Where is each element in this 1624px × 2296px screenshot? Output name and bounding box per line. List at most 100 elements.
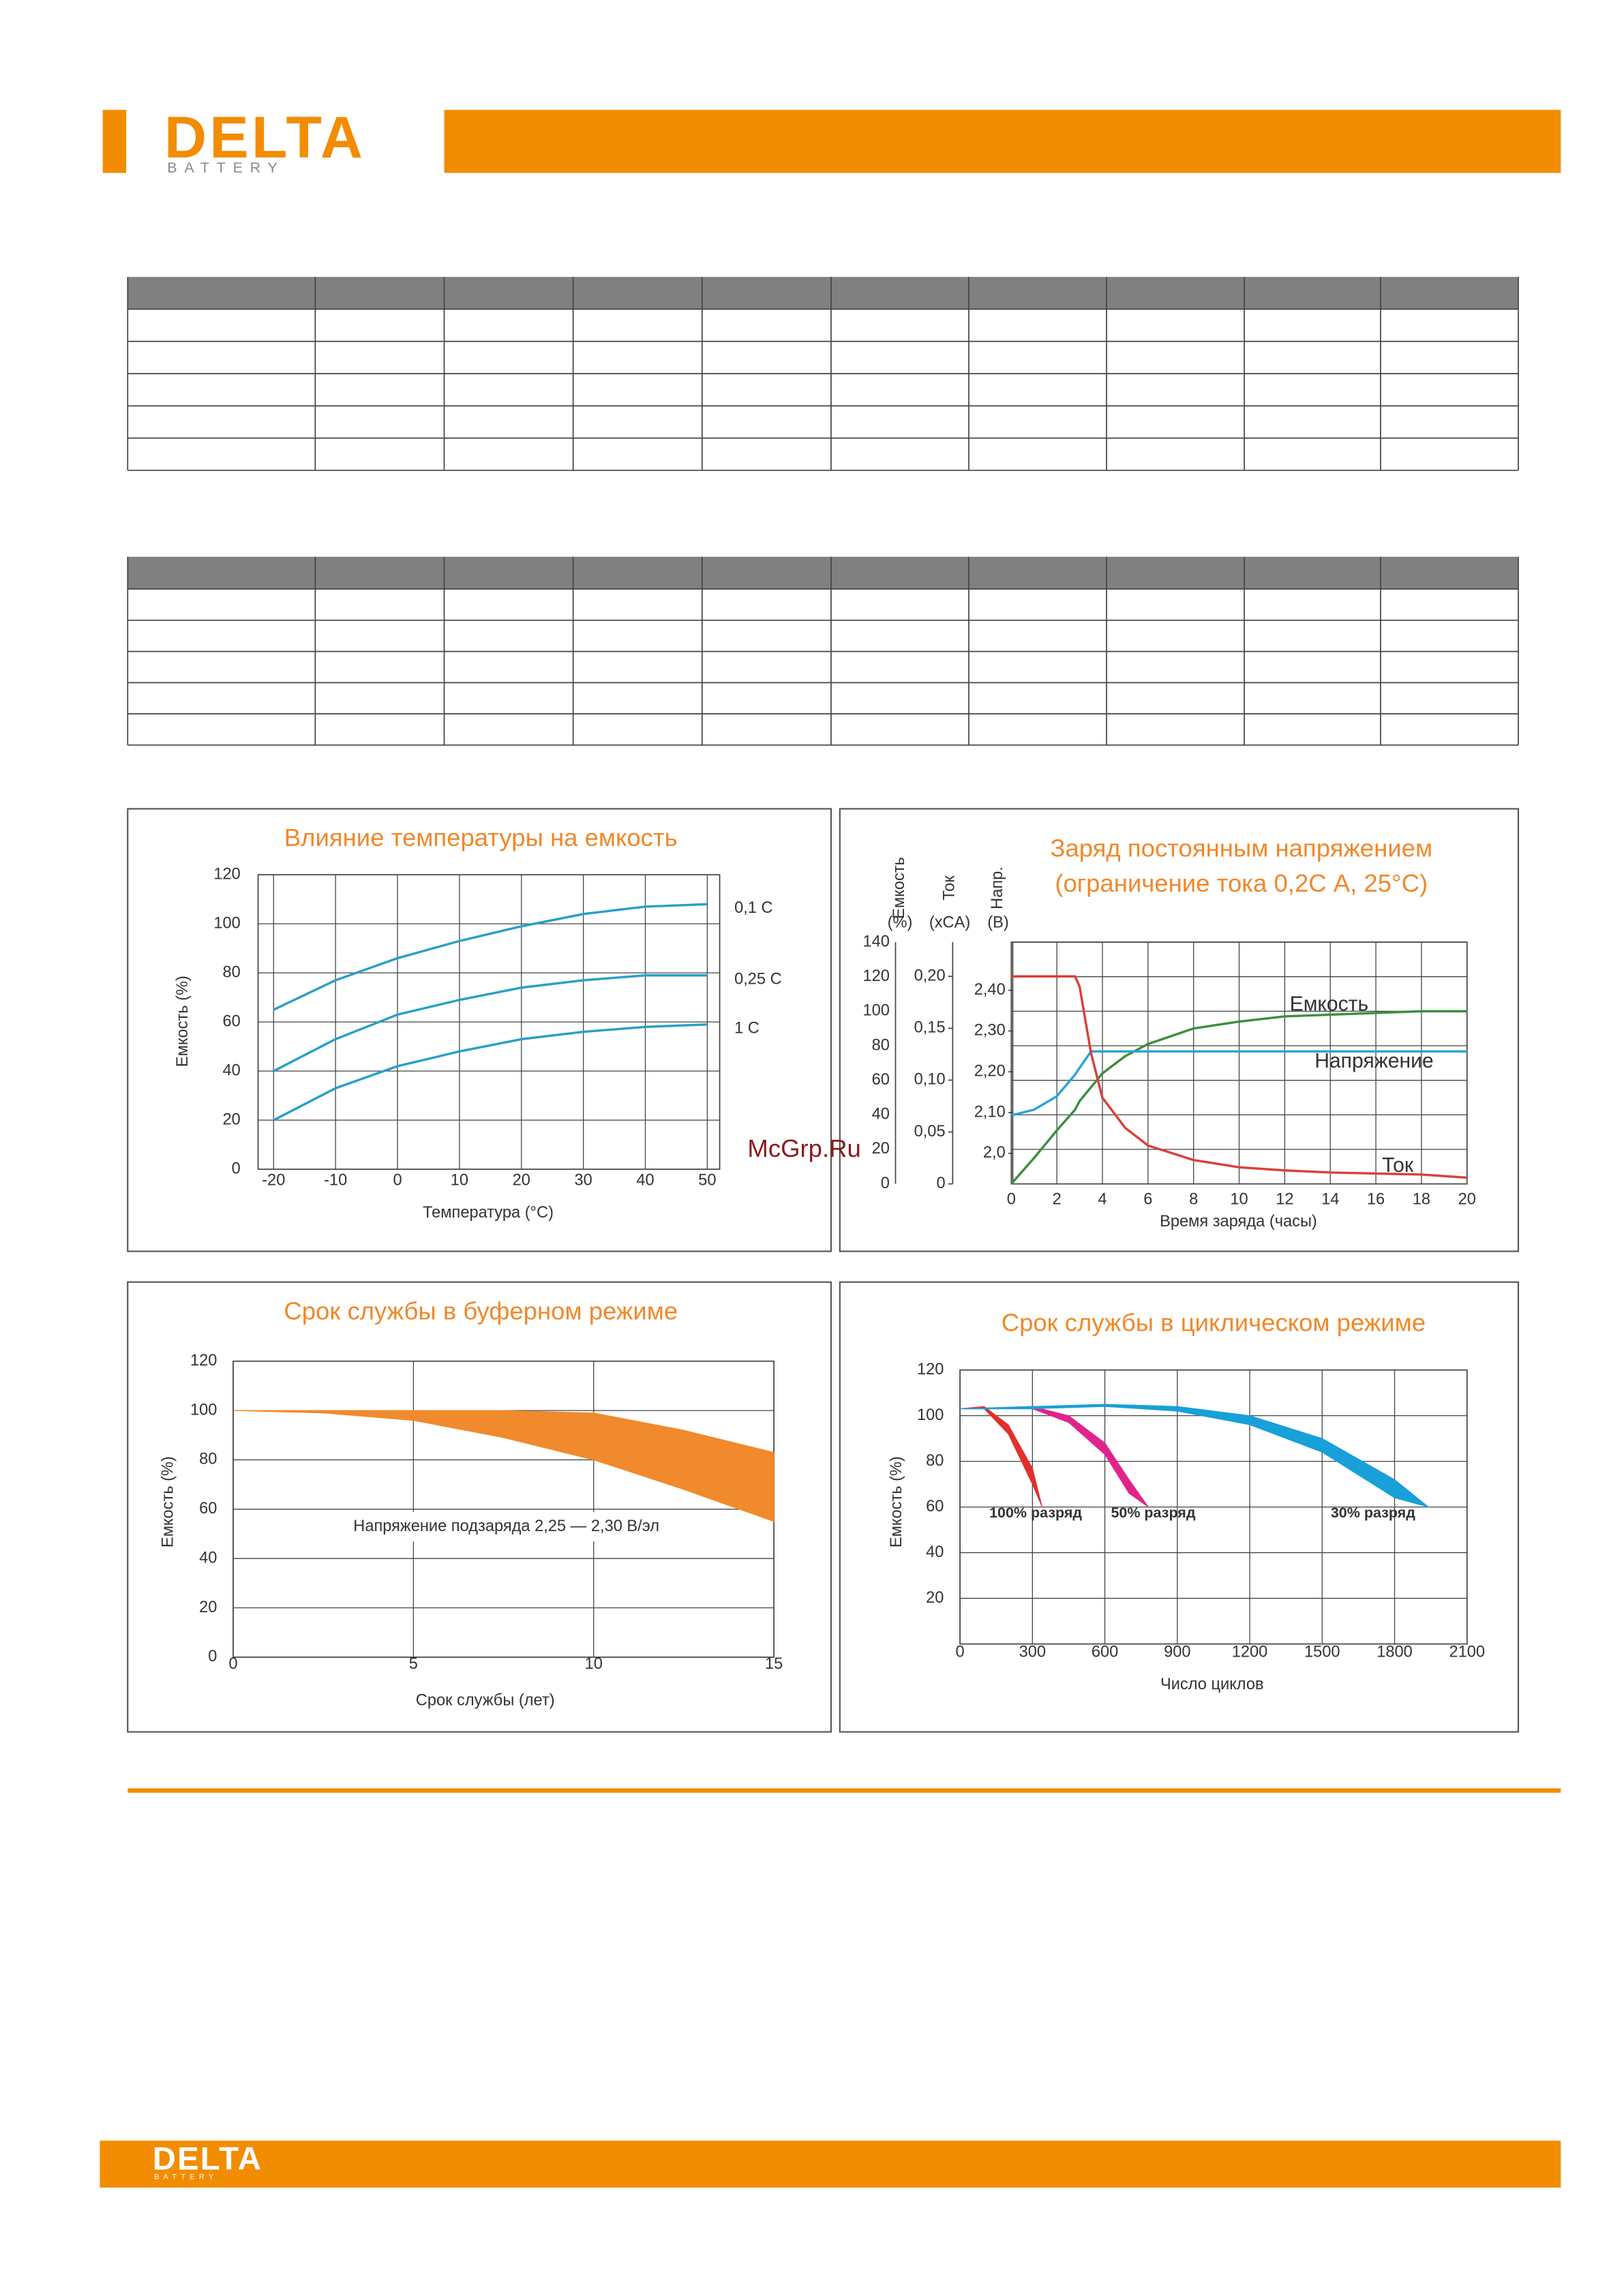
series-label: Напряжение [1314, 1050, 1433, 1072]
x-axis-title: Число циклов [1160, 1676, 1264, 1693]
x-tick-label: 30 [575, 1172, 592, 1190]
y-tick-label: 60 [872, 1071, 890, 1089]
y-tick-label: 80 [199, 1451, 217, 1468]
x-tick-label: 14 [1321, 1191, 1339, 1209]
axis-title: Емкость [890, 857, 908, 919]
y-tick-label: 2,20 [974, 1062, 1006, 1080]
x-tick-label: 16 [1367, 1191, 1385, 1209]
y-tick-label: 120 [213, 865, 240, 883]
y-tick-label: 2,0 [983, 1144, 1006, 1162]
x-tick-label: 900 [1164, 1644, 1190, 1661]
x-tick-label: 18 [1413, 1191, 1430, 1209]
y-axis-title: Емкость (%) [888, 1456, 905, 1547]
line [273, 1023, 708, 1121]
y-tick-label: 120 [917, 1361, 944, 1378]
footer-logo: DELTA [153, 2141, 262, 2177]
series-label: 1 C [734, 1019, 760, 1037]
band [232, 1410, 775, 1522]
panel [839, 808, 1520, 1252]
band [960, 1406, 1149, 1508]
x-tick-label: -20 [262, 1172, 285, 1190]
x-axis-title: Температура (°С) [423, 1204, 554, 1222]
line [1010, 1050, 1467, 1117]
y-tick-label: 80 [872, 1036, 890, 1054]
x-tick-label: 300 [1019, 1644, 1046, 1661]
x-tick-label: 5 [409, 1655, 418, 1673]
axis-title: Ток [940, 875, 958, 901]
x-tick-label: 0 [1007, 1191, 1016, 1209]
x-tick-label: 0 [228, 1655, 237, 1673]
logo-sub: BATTERY [167, 160, 284, 176]
y-tick-label: 120 [862, 967, 889, 985]
x-tick-label: 1500 [1304, 1644, 1340, 1661]
x-tick-label: 20 [513, 1172, 530, 1190]
y-tick-label: 40 [926, 1543, 944, 1561]
panel [127, 808, 832, 1252]
x-tick-label: -10 [324, 1172, 347, 1190]
axis-unit: (В) [987, 913, 1009, 931]
band [960, 1406, 1043, 1507]
x-tick-label: 4 [1098, 1191, 1107, 1209]
x-tick-label: 40 [636, 1172, 654, 1190]
y-tick-label: 60 [199, 1500, 217, 1517]
x-axis-title: Срок службы (лет) [416, 1692, 555, 1710]
y-tick-label: 100 [917, 1406, 944, 1424]
y-tick-label: 0 [881, 1175, 890, 1192]
y-tick-label: 140 [862, 933, 889, 950]
y-tick-label: 2,30 [974, 1022, 1006, 1040]
x-tick-label: 1800 [1377, 1644, 1413, 1661]
y-tick-label: 0 [232, 1160, 241, 1177]
chart-title: Влияние температуры на емкость [284, 824, 678, 851]
x-tick-label: 10 [1230, 1191, 1248, 1209]
y-tick-label: 60 [222, 1012, 240, 1030]
y-tick-label: 20 [199, 1599, 217, 1616]
series-label: 0,25 C [734, 970, 782, 988]
table-header [127, 556, 1518, 590]
y-tick-label: 100 [213, 914, 240, 932]
x-tick-label: 1200 [1232, 1644, 1268, 1661]
line [1010, 1010, 1467, 1185]
x-tick-label: 8 [1189, 1191, 1198, 1209]
y-tick-label: 0,10 [914, 1071, 946, 1089]
line [1011, 975, 1467, 1179]
x-tick-label: 20 [1458, 1191, 1476, 1209]
y-tick-label: 20 [872, 1140, 890, 1158]
chart-title: Срок службы в буферном режиме [284, 1297, 678, 1325]
table-header [127, 277, 1518, 309]
band [960, 1404, 1429, 1508]
chart-title: (ограничение тока 0,2С А, 25°С) [1055, 869, 1428, 897]
y-tick-label: 2,40 [974, 981, 1006, 999]
x-tick-label: 2 [1053, 1191, 1062, 1209]
y-axis-title: Емкость (%) [160, 1456, 177, 1547]
x-tick-label: 0 [393, 1172, 402, 1190]
series-label: 100% разряд [989, 1505, 1082, 1521]
y-tick-label: 2,10 [974, 1103, 1006, 1121]
x-tick-label: 10 [585, 1655, 603, 1673]
x-tick-label: 50 [698, 1172, 716, 1190]
y-tick-label: 80 [926, 1452, 944, 1470]
footer-bar [100, 2141, 1561, 2188]
x-tick-label: 6 [1143, 1191, 1152, 1209]
x-tick-label: 0 [956, 1644, 965, 1661]
y-tick-label: 120 [190, 1352, 217, 1370]
line [273, 903, 708, 1011]
header-mark [102, 110, 127, 173]
x-tick-label: 10 [451, 1172, 468, 1190]
x-tick-label: 15 [765, 1655, 783, 1673]
y-tick-label: 40 [222, 1061, 240, 1079]
y-tick-label: 20 [926, 1589, 944, 1607]
series-label: Ток [1382, 1154, 1414, 1177]
panel [839, 1281, 1520, 1733]
annotation-bg [234, 1512, 774, 1542]
y-tick-label: 40 [199, 1549, 217, 1567]
header-bar [444, 110, 1561, 173]
panel [127, 1281, 832, 1733]
series-label: Емкость [1290, 993, 1368, 1015]
y-tick-label: 20 [222, 1111, 240, 1128]
chart-title: Срок службы в циклическом режиме [1002, 1309, 1426, 1337]
y-tick-label: 0,20 [914, 967, 946, 984]
y-tick-label: 60 [926, 1498, 944, 1515]
y-tick-label: 0,15 [914, 1019, 946, 1037]
chart-title: Заряд постоянным напряжением [1050, 834, 1432, 862]
